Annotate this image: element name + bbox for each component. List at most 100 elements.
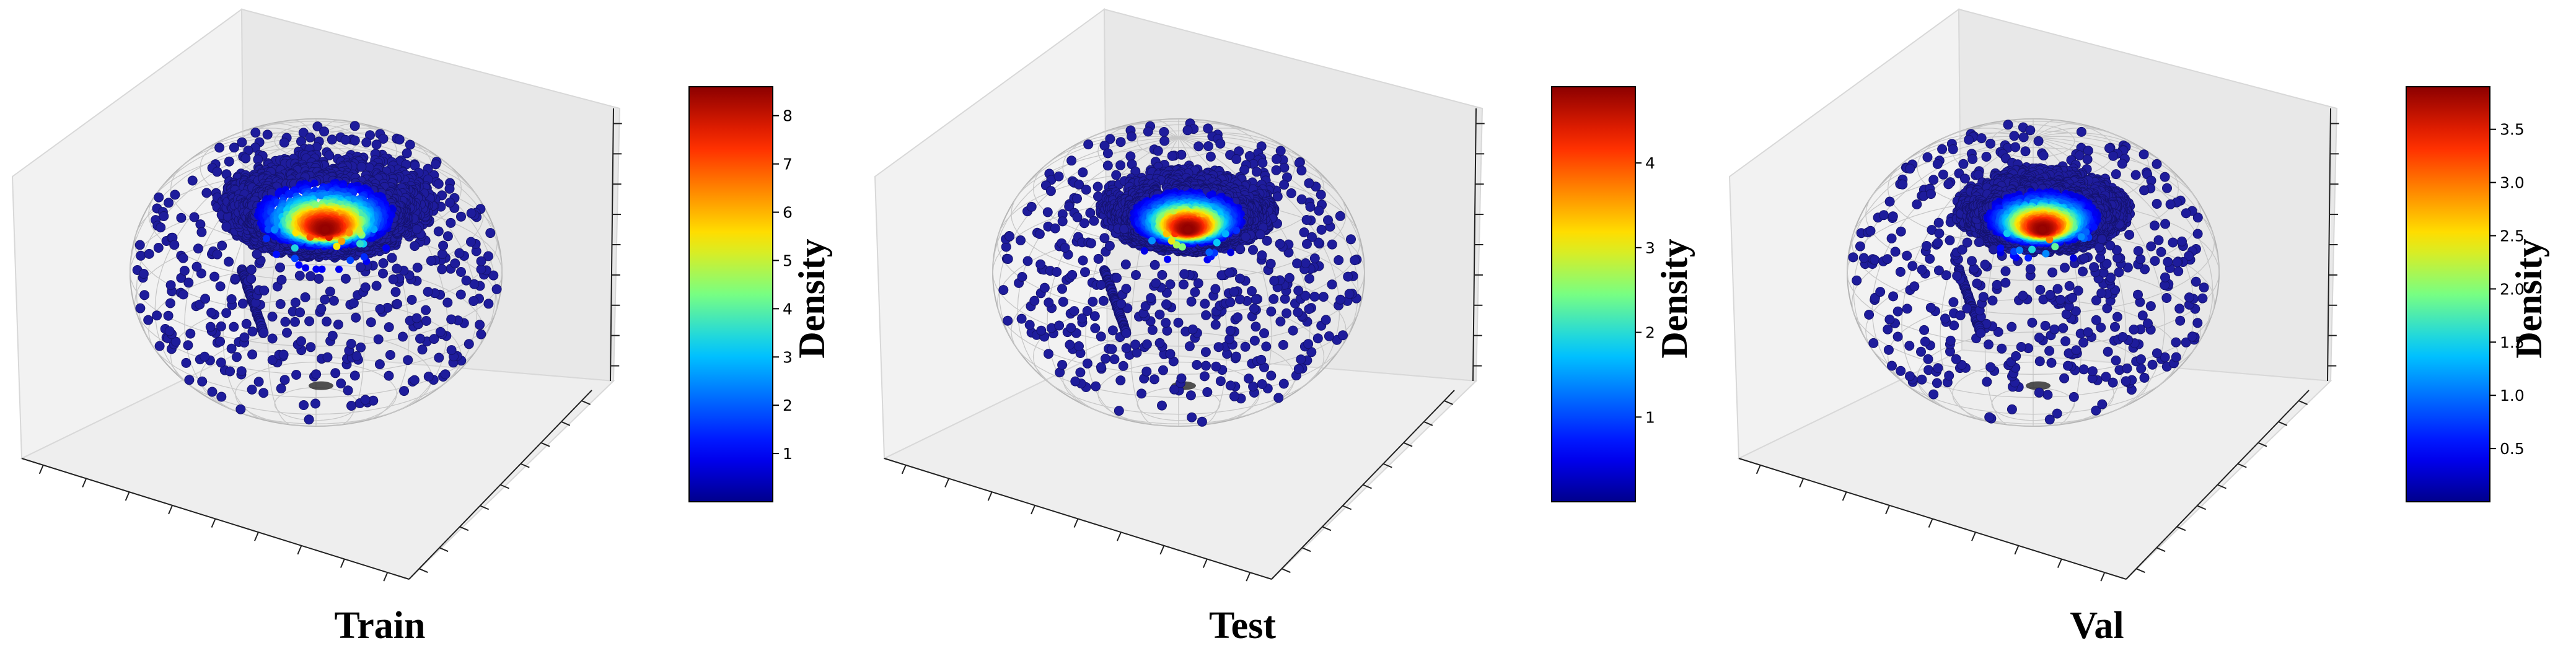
data-point: [1052, 267, 1062, 277]
data-point: [1173, 317, 1184, 328]
data-point: [1307, 232, 1317, 242]
data-point: [1190, 287, 1200, 297]
data-point: [1098, 295, 1109, 306]
data-point: [1205, 248, 1213, 256]
data-point: [164, 198, 174, 208]
data-point: [370, 225, 378, 234]
data-point: [1096, 280, 1106, 290]
data-point: [390, 287, 401, 297]
data-point: [1272, 191, 1283, 202]
data-point: [272, 250, 280, 258]
data-point: [214, 142, 225, 153]
data-point: [311, 369, 322, 380]
data-point: [1302, 238, 1312, 249]
data-point: [351, 312, 361, 323]
colorbar-tick-label: 7: [783, 155, 793, 173]
data-point: [403, 355, 413, 365]
data-point: [1343, 271, 1353, 282]
data-point: [442, 231, 453, 242]
data-point: [1321, 315, 1331, 325]
data-point: [1292, 258, 1303, 269]
y-tick: [480, 505, 490, 510]
data-point: [1045, 186, 1056, 196]
data-point: [1093, 253, 1104, 264]
data-point: [407, 295, 417, 305]
data-point: [197, 376, 208, 387]
data-point: [1262, 235, 1272, 246]
data-point: [1251, 321, 1261, 332]
data-point: [412, 263, 423, 273]
data-point: [170, 190, 180, 200]
data-point: [295, 307, 306, 318]
data-point: [1016, 313, 1027, 324]
sphere-longitude: [1178, 137, 1365, 273]
data-point: [333, 319, 343, 330]
data-point: [1057, 216, 1068, 227]
data-point: [360, 282, 371, 292]
data-point: [1312, 333, 1323, 344]
data-point: [1275, 317, 1286, 326]
y-tick: [581, 400, 591, 405]
data-point: [1131, 270, 1141, 280]
data-point: [398, 331, 408, 342]
data-point: [278, 349, 289, 360]
data-point: [421, 305, 431, 315]
data-point: [1119, 224, 1130, 234]
data-point: [1096, 362, 1106, 372]
data-point: [1115, 137, 1126, 147]
data-point: [236, 366, 247, 377]
data-point: [206, 307, 217, 318]
data-point: [1082, 358, 1092, 369]
data-point: [1187, 412, 1197, 422]
data-point: [246, 274, 257, 284]
data-point: [1296, 354, 1306, 365]
data-point: [201, 188, 212, 198]
y-tick: [1423, 421, 1433, 426]
data-point: [252, 249, 262, 260]
data-point: [1199, 371, 1210, 382]
data-point: [1271, 165, 1281, 175]
data-point: [1193, 278, 1203, 289]
x-tick: [1159, 545, 1165, 555]
data-point: [446, 314, 457, 325]
data-point: [209, 271, 220, 282]
data-point: [375, 304, 385, 314]
data-point: [1233, 226, 1241, 234]
data-point: [346, 256, 354, 265]
data-point: [1022, 256, 1033, 266]
train-caption: Train: [334, 605, 426, 647]
data-point: [1314, 206, 1324, 216]
colorbar-tick-label: 6: [783, 204, 793, 222]
data-point: [189, 212, 200, 222]
data-point: [1115, 160, 1126, 170]
data-point: [1118, 361, 1128, 371]
data-point: [138, 269, 149, 279]
data-point: [1293, 286, 1304, 296]
data-point: [464, 339, 474, 349]
data-point: [1249, 304, 1259, 314]
data-point: [267, 333, 278, 344]
data-point: [282, 328, 292, 338]
data-point: [1241, 232, 1251, 242]
data-point: [279, 138, 289, 148]
x-tick: [1117, 531, 1122, 541]
data-point: [405, 139, 415, 150]
data-point: [336, 378, 346, 388]
data-point: [388, 274, 398, 284]
data-point: [262, 129, 273, 140]
colorbar: [688, 86, 773, 502]
data-point: [1105, 134, 1115, 144]
data-point: [1083, 139, 1094, 150]
data-point: [178, 289, 188, 300]
data-point: [1075, 367, 1086, 378]
data-point: [1213, 342, 1224, 352]
x-tick: [82, 478, 87, 488]
data-point: [437, 249, 447, 260]
data-point: [237, 299, 248, 309]
colorbar-tick-label: 8: [783, 107, 793, 125]
data-point: [1057, 360, 1068, 370]
data-point: [1244, 374, 1254, 384]
data-point: [216, 391, 227, 402]
data-point: [1184, 341, 1195, 351]
